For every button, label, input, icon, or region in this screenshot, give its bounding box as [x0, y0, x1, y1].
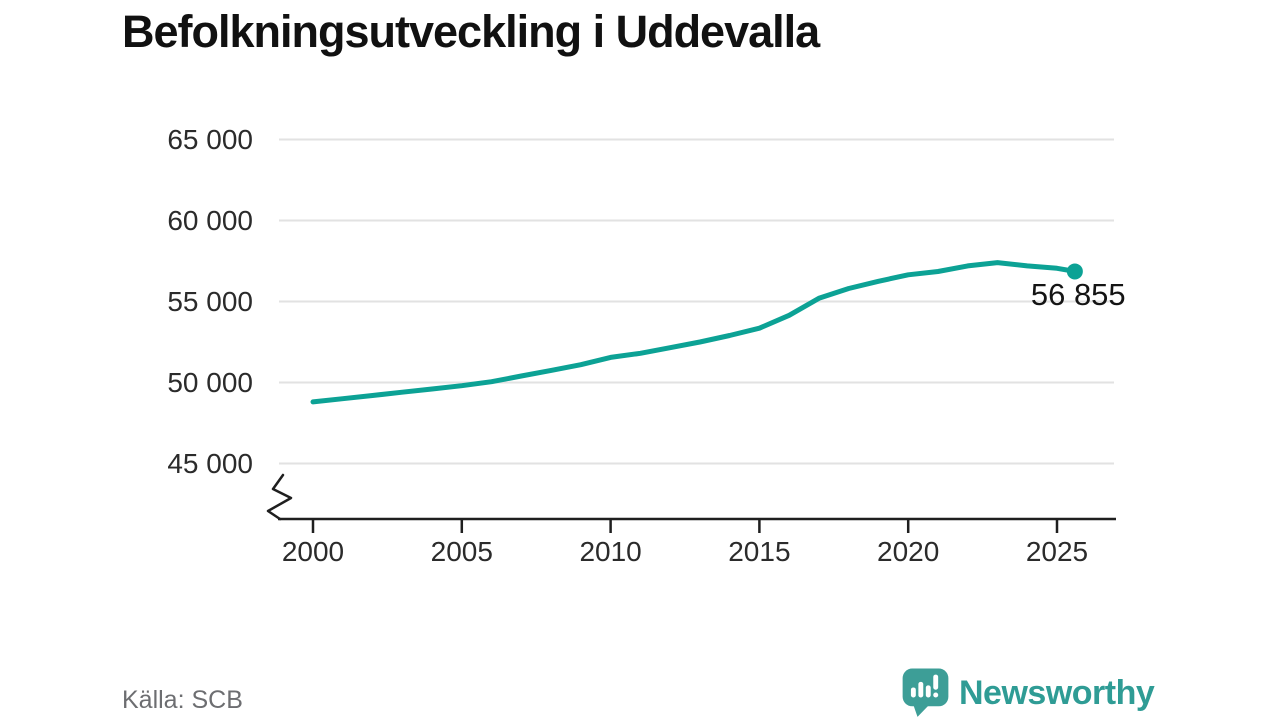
brand-name: Newsworthy — [959, 673, 1155, 712]
newsworthy-logo: Newsworthy — [902, 668, 1155, 718]
x-tick-label: 2010 — [579, 536, 642, 567]
mini-bars-and-exclamation — [910, 674, 939, 698]
y-tick-label: 50 000 — [167, 366, 253, 398]
x-tick-label: 2005 — [430, 536, 493, 567]
y-tick-label: 45 000 — [167, 447, 253, 479]
x-tick-label: 2015 — [728, 536, 791, 567]
chart-title: Befolkningsutveckling i Uddevalla — [122, 6, 820, 57]
source-label: Källa: SCB — [122, 686, 243, 714]
axis-break-icon — [266, 473, 293, 521]
end-point-marker — [1066, 263, 1083, 280]
x-tick-label: 2025 — [1025, 536, 1089, 567]
x-tick-label: 2020 — [877, 536, 940, 567]
population-line — [310, 260, 1078, 405]
speech-bubble-shape — [902, 668, 949, 717]
x-tick-label: 2000 — [281, 536, 345, 567]
y-tick-label: 55 000 — [167, 285, 253, 317]
y-tick-label: 65 000 — [167, 123, 253, 155]
y-tick-label: 60 000 — [167, 204, 253, 236]
end-value-label: 56 855 — [1030, 277, 1126, 313]
bar-chart-bubble-icon — [902, 668, 949, 717]
